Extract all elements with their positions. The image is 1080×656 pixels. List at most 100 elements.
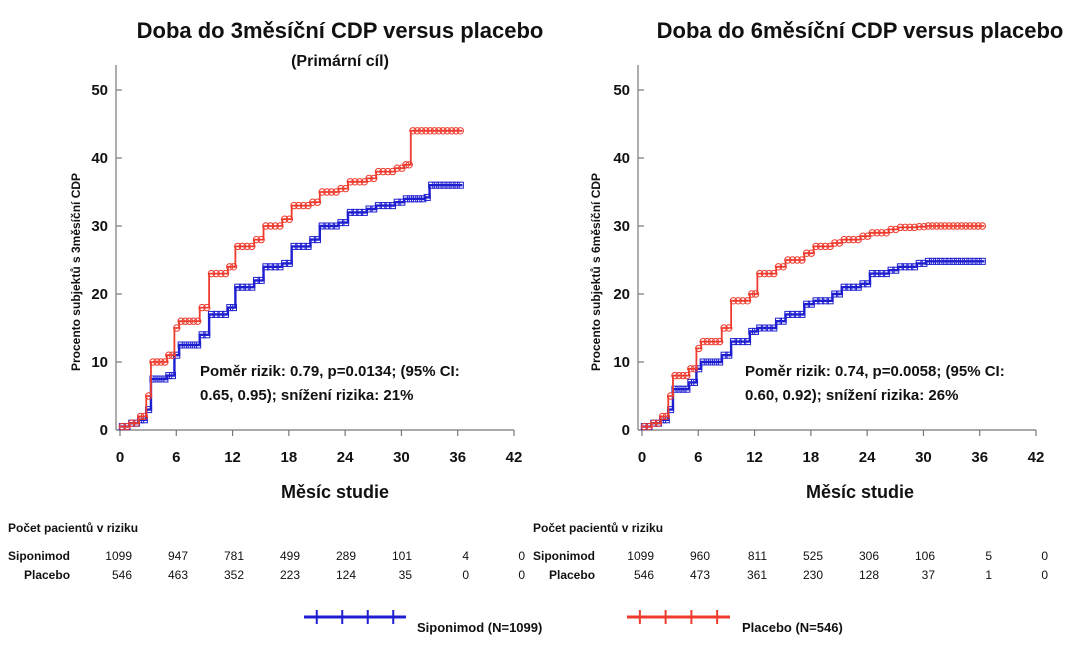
censor-marker bbox=[765, 269, 773, 278]
censor-marker bbox=[304, 201, 312, 210]
censor-marker bbox=[945, 257, 953, 265]
censor-marker bbox=[859, 280, 867, 288]
censor-marker bbox=[970, 222, 978, 230]
censor-marker bbox=[770, 324, 778, 332]
censor-marker bbox=[226, 263, 234, 271]
censor-marker bbox=[422, 127, 430, 135]
censor-marker bbox=[346, 208, 354, 216]
censor-marker bbox=[295, 201, 303, 210]
censor-marker bbox=[169, 372, 177, 380]
y-tick-label: 20 bbox=[91, 286, 108, 303]
censor-marker bbox=[756, 269, 764, 278]
x-axis-label: Měsíc studie bbox=[806, 482, 914, 502]
censor-marker bbox=[379, 202, 387, 210]
censor-marker bbox=[230, 304, 238, 312]
censor-marker bbox=[384, 167, 392, 176]
censor-marker bbox=[203, 331, 211, 339]
censor-marker bbox=[845, 235, 853, 244]
censor-marker bbox=[370, 174, 378, 183]
censor-marker bbox=[821, 242, 830, 251]
censor-marker bbox=[716, 358, 724, 366]
y-axis-label: Procento subjektů s 3měsíční CDP bbox=[69, 173, 83, 371]
censor-marker bbox=[217, 269, 225, 278]
censor-marker bbox=[845, 283, 853, 291]
risk-values: 1099 960 811 525 306 106 5 0 546 473 361 230 128 37 1 0 bbox=[627, 549, 1048, 582]
censor-marker bbox=[687, 378, 695, 386]
censor-marker bbox=[440, 181, 448, 189]
y-tick-label: 40 bbox=[613, 150, 630, 167]
censor-marker bbox=[896, 263, 904, 271]
censor-marker bbox=[406, 195, 414, 203]
censor-marker bbox=[217, 310, 225, 318]
risk-value: 5 bbox=[985, 549, 992, 563]
censor-marker bbox=[252, 235, 261, 244]
censor-marker bbox=[882, 229, 891, 237]
censor-marker bbox=[662, 412, 671, 421]
censor-marker bbox=[915, 259, 923, 267]
annotation-line-2: 0.60, 0.92); snížení rizika: 26% bbox=[745, 387, 958, 404]
censor-marker bbox=[826, 242, 834, 251]
y-tick-label: 50 bbox=[613, 82, 630, 99]
risk-value: 0 bbox=[518, 568, 525, 582]
censor-marker bbox=[840, 283, 848, 291]
censor-marker bbox=[707, 337, 716, 346]
censor-marker bbox=[365, 205, 373, 213]
censor-marker bbox=[756, 324, 764, 332]
censor-marker bbox=[402, 195, 410, 203]
censor-marker bbox=[409, 127, 417, 135]
censor-marker bbox=[760, 324, 768, 332]
x-tick-label: 18 bbox=[281, 449, 298, 466]
censor-marker bbox=[793, 256, 801, 264]
censor-marker bbox=[779, 263, 787, 271]
risk-value: 223 bbox=[280, 568, 300, 582]
censor-marker bbox=[798, 310, 806, 318]
x-tick-label: 6 bbox=[172, 449, 180, 466]
censor-marker bbox=[185, 317, 194, 325]
censor-marker bbox=[309, 236, 317, 244]
censor-marker bbox=[318, 188, 326, 196]
censor-marker bbox=[962, 222, 970, 230]
legend-swatch-placebo bbox=[627, 610, 730, 624]
censor-marker bbox=[734, 338, 742, 346]
risk-value: 0 bbox=[462, 568, 469, 582]
x-tick-label: 24 bbox=[337, 449, 354, 466]
censor-marker bbox=[234, 242, 242, 251]
x-tick-label: 6 bbox=[694, 449, 702, 466]
risk-value: 499 bbox=[280, 549, 300, 563]
censor-marker bbox=[807, 249, 816, 257]
censor-marker bbox=[226, 304, 234, 312]
risk-values: 1099 947 781 499 289 101 4 0 546 463 352 223 124 35 0 0 bbox=[105, 549, 525, 582]
censor-marker bbox=[789, 310, 797, 318]
censor-marker bbox=[711, 337, 720, 346]
chart-subtitle: (Primární cíl) bbox=[291, 53, 389, 70]
censor-marker bbox=[447, 127, 456, 135]
panel-3month: Doba do 3měsíční CDP versus placebo (Pri… bbox=[8, 18, 543, 582]
censor-marker bbox=[687, 365, 695, 373]
censor-marker bbox=[793, 310, 801, 318]
censor-marker bbox=[729, 338, 737, 346]
censor-marker bbox=[974, 222, 982, 230]
censor-marker bbox=[203, 303, 211, 312]
censor-marker bbox=[323, 222, 331, 230]
censor-marker bbox=[194, 341, 202, 349]
censor-marker bbox=[299, 201, 308, 210]
censor-marker bbox=[337, 184, 345, 193]
censor-marker bbox=[850, 283, 858, 291]
x-tick-label: 42 bbox=[506, 449, 523, 466]
censor-marker bbox=[262, 263, 270, 271]
risk-value: 124 bbox=[336, 568, 356, 582]
censor-marker bbox=[974, 257, 982, 265]
risk-value: 289 bbox=[336, 549, 356, 563]
censor-marker bbox=[393, 164, 401, 172]
censor-marker bbox=[826, 297, 834, 305]
censor-marker bbox=[161, 358, 169, 366]
censor-marker bbox=[901, 263, 909, 271]
censor-marker bbox=[933, 257, 941, 265]
censor-marker bbox=[734, 297, 742, 305]
risk-value: 0 bbox=[1041, 549, 1048, 563]
censor-marker bbox=[374, 167, 383, 176]
censor-marker bbox=[276, 222, 284, 230]
x-tick-label: 30 bbox=[915, 449, 932, 466]
censor-marker bbox=[189, 317, 198, 325]
risk-value: 811 bbox=[748, 549, 767, 563]
